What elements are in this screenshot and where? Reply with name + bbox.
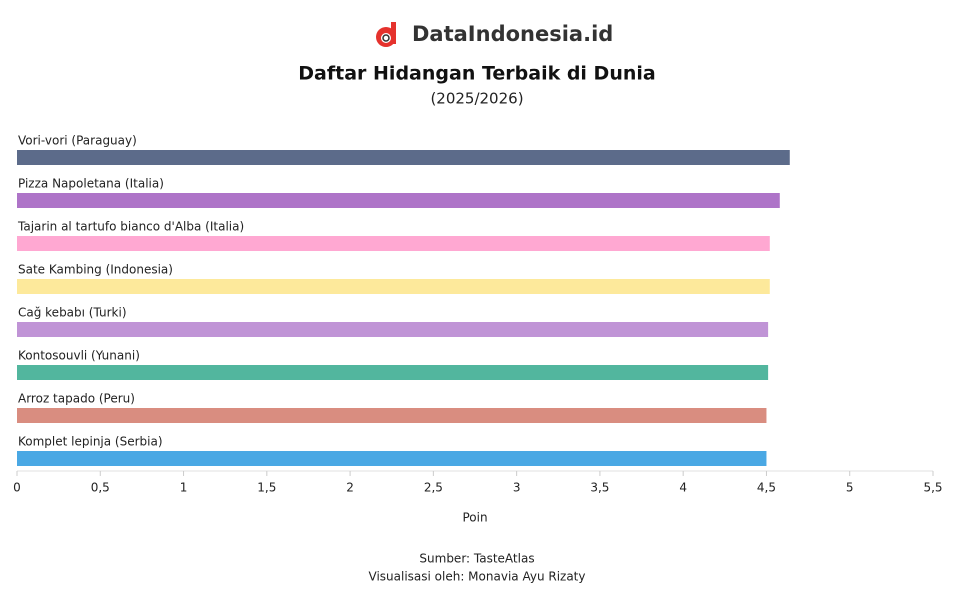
x-tick-label: 2 xyxy=(346,481,354,495)
bar xyxy=(17,236,770,251)
category-label: Kontosouvli (Yunani) xyxy=(18,349,140,363)
logo-icon xyxy=(376,22,396,47)
credit: Visualisasi oleh: Monavia Ayu Rizaty xyxy=(369,570,586,584)
x-tick-label: 4 xyxy=(679,481,687,495)
category-label: Pizza Napoletana (Italia) xyxy=(18,177,164,191)
category-label: Sate Kambing (Indonesia) xyxy=(18,263,173,277)
category-label: Tajarin al tartufo bianco d'Alba (Italia… xyxy=(17,220,244,234)
category-label: Komplet lepinja (Serbia) xyxy=(18,435,163,449)
x-tick-label: 0 xyxy=(13,481,21,495)
x-tick-label: 5,5 xyxy=(923,481,942,495)
x-tick-label: 4,5 xyxy=(757,481,776,495)
x-tick-label: 1 xyxy=(180,481,188,495)
x-tick-label: 5 xyxy=(846,481,854,495)
category-label: Arroz tapado (Peru) xyxy=(18,392,135,406)
source: Sumber: TasteAtlas xyxy=(419,552,534,566)
chart-title: Daftar Hidangan Terbaik di Dunia xyxy=(298,63,655,85)
bar xyxy=(17,193,780,208)
bar xyxy=(17,322,769,337)
bar xyxy=(17,365,769,380)
chart-subtitle: (2025/2026) xyxy=(430,90,523,108)
category-label: Cağ kebabı (Turki) xyxy=(18,306,127,320)
x-tick-label: 0,5 xyxy=(91,481,110,495)
x-tick-label: 2,5 xyxy=(424,481,443,495)
logo-text: DataIndonesia.id xyxy=(412,22,613,46)
bar xyxy=(17,451,767,466)
x-tick-label: 1,5 xyxy=(257,481,276,495)
x-axis-label: Poin xyxy=(462,511,487,525)
bar xyxy=(17,279,770,294)
bar xyxy=(17,150,790,165)
x-tick-label: 3,5 xyxy=(590,481,609,495)
bar xyxy=(17,408,767,423)
x-tick-label: 3 xyxy=(513,481,521,495)
category-label: Vori-vori (Paraguay) xyxy=(18,134,137,148)
